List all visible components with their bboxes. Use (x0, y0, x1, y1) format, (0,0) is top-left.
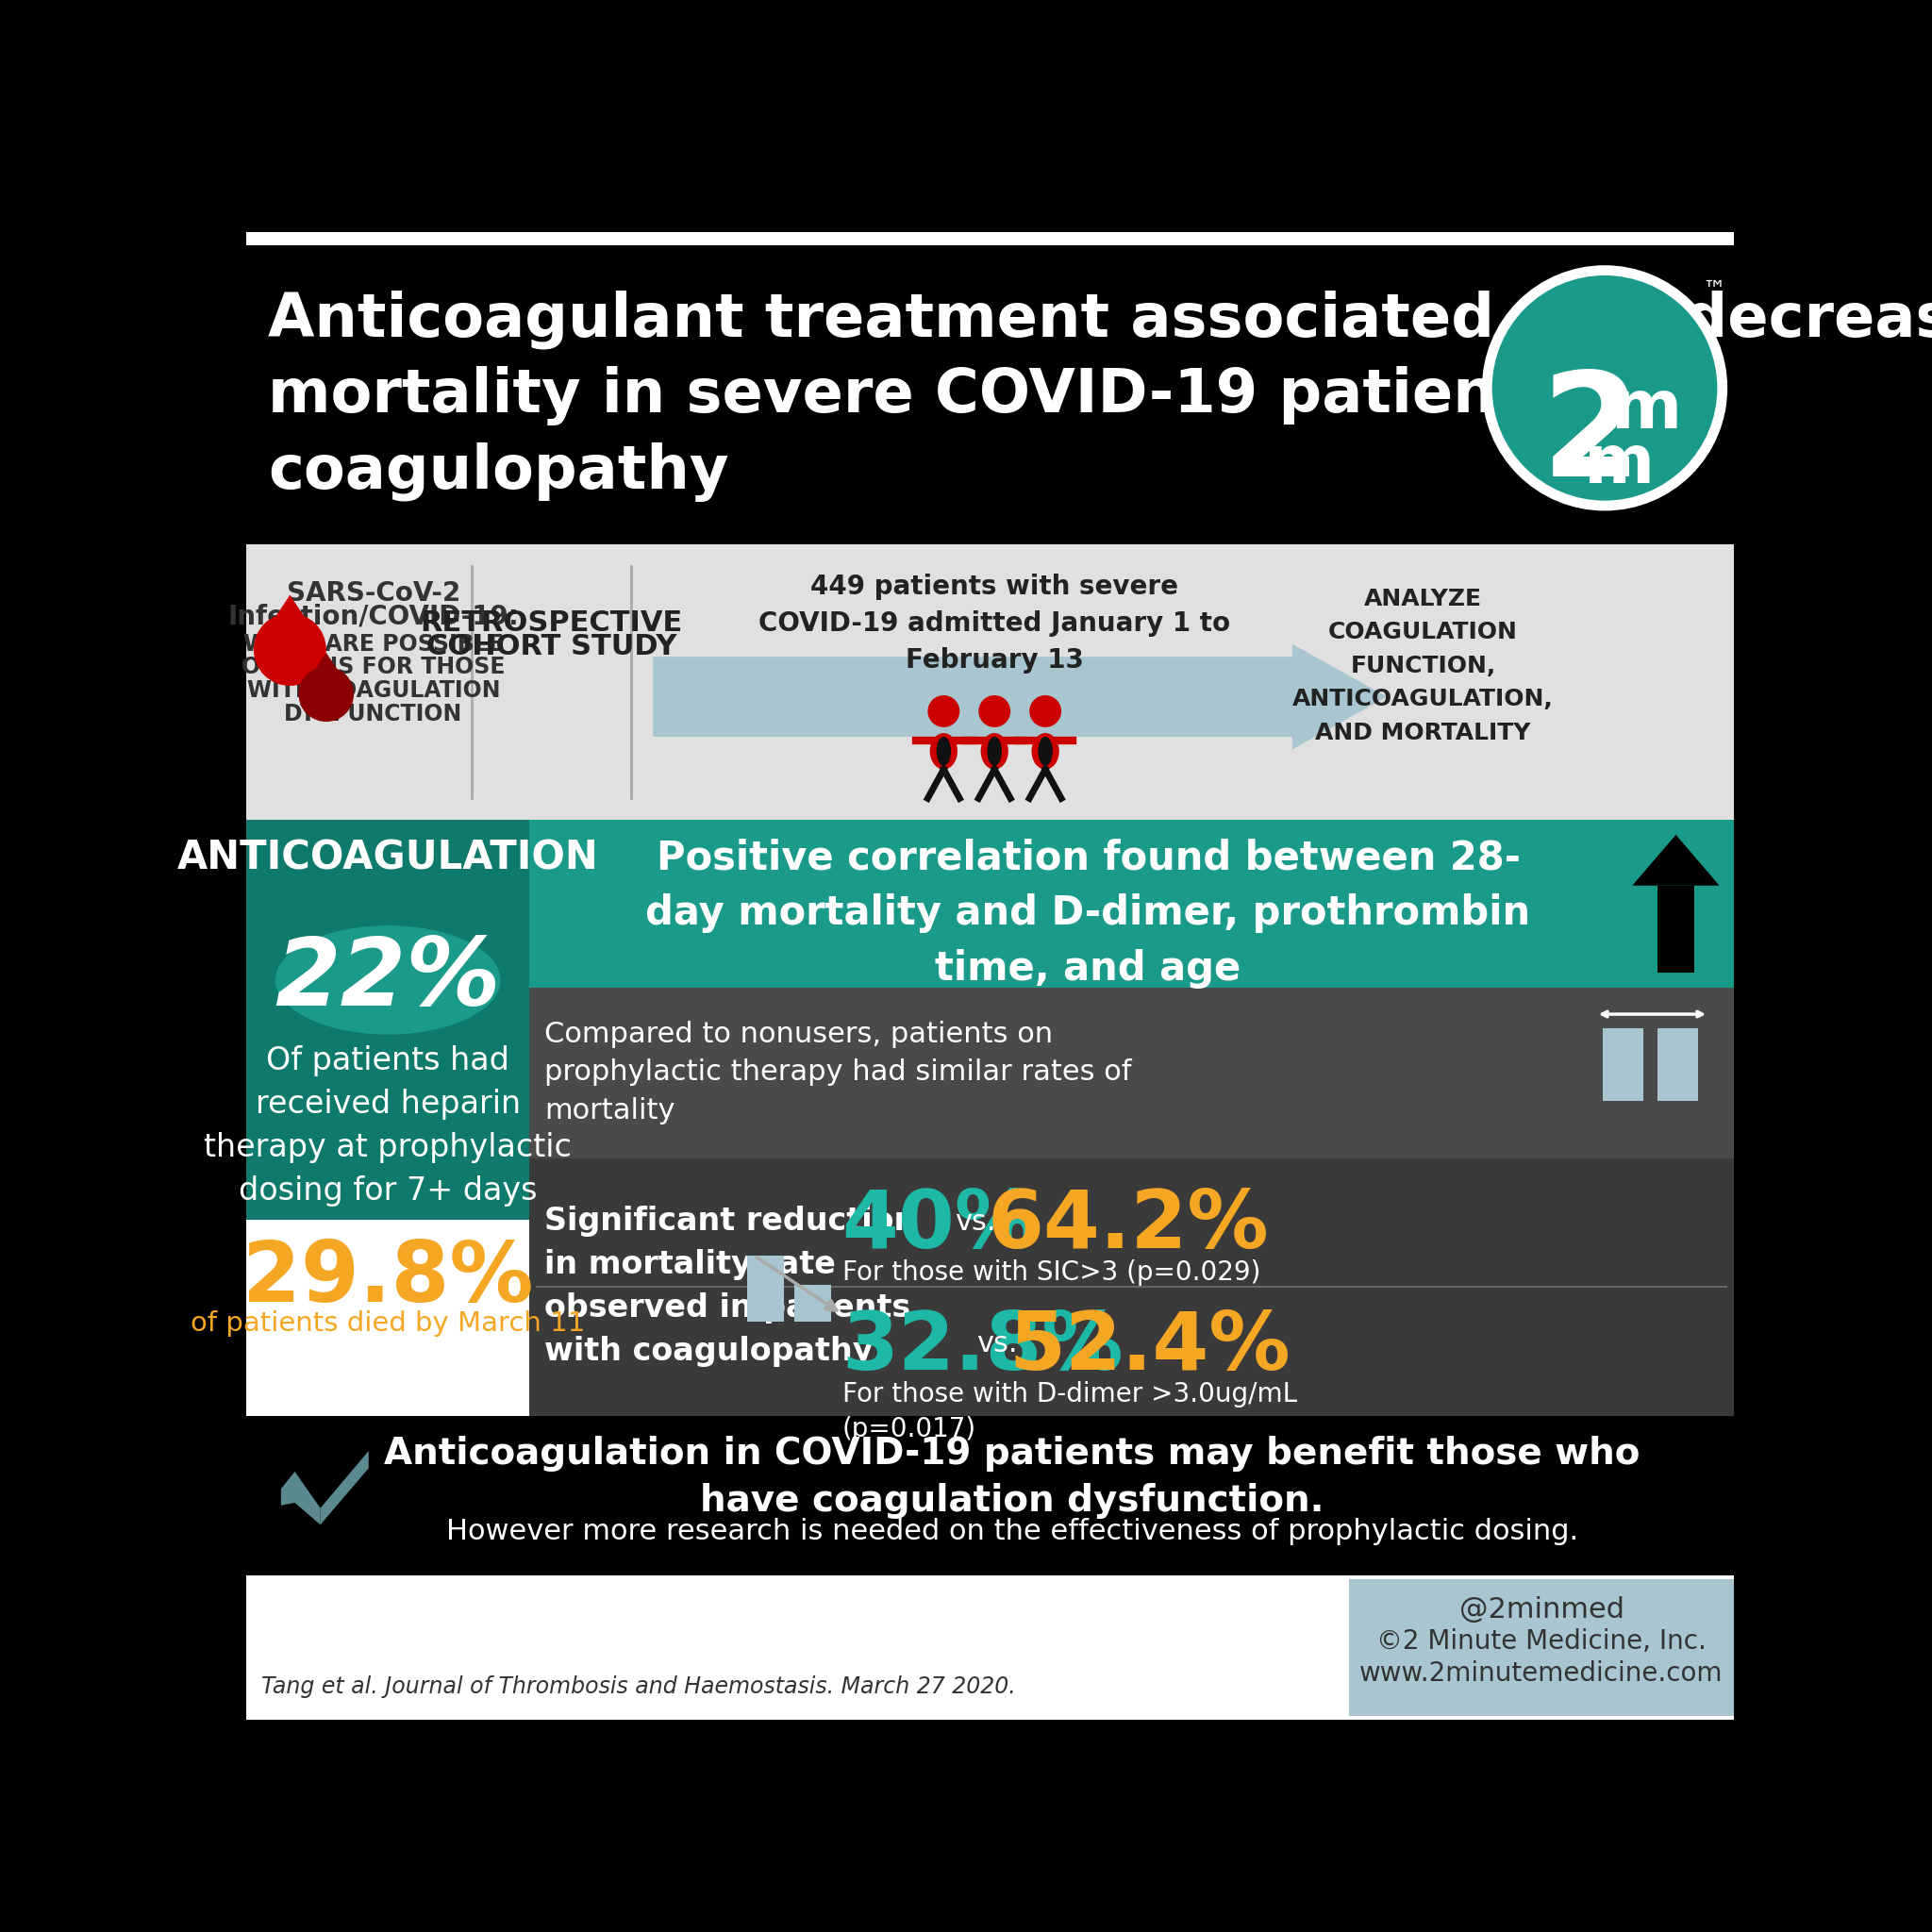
Text: m: m (1611, 377, 1683, 442)
Text: Anticoagulation in COVID-19 patients may benefit those who
have coagulation dysf: Anticoagulation in COVID-19 patients may… (384, 1435, 1640, 1519)
Circle shape (927, 696, 960, 726)
Circle shape (1482, 265, 1727, 510)
FancyBboxPatch shape (247, 1416, 1735, 1577)
FancyBboxPatch shape (1604, 1028, 1644, 1101)
Text: WITH COAGULATION: WITH COAGULATION (247, 680, 500, 701)
Text: However more research is needed on the effectiveness of prophylactic dosing.: However more research is needed on the e… (446, 1517, 1578, 1546)
FancyBboxPatch shape (529, 1157, 1735, 1416)
Text: DYSFUNCTION: DYSFUNCTION (284, 703, 462, 724)
Text: SARS-CoV-2: SARS-CoV-2 (286, 580, 460, 607)
Text: RETROSPECTIVE: RETROSPECTIVE (419, 611, 682, 638)
Polygon shape (280, 1472, 321, 1524)
Text: 40%: 40% (842, 1186, 1036, 1265)
Text: Compared to nonusers, patients on
prophylactic therapy had similar rates of
mort: Compared to nonusers, patients on prophy… (545, 1020, 1132, 1124)
Text: Tang et al. Journal of Thrombosis and Haemostasis. March 27 2020.: Tang et al. Journal of Thrombosis and Ha… (261, 1675, 1016, 1698)
Text: vs.: vs. (976, 1329, 1018, 1358)
Text: 64.2%: 64.2% (987, 1186, 1269, 1265)
Text: coagulopathy: coagulopathy (269, 442, 728, 502)
Text: COHORT STUDY: COHORT STUDY (427, 634, 676, 661)
Text: mortality in severe COVID-19 patients with: mortality in severe COVID-19 patients wi… (269, 367, 1729, 425)
Text: Infection/COVID-19:: Infection/COVID-19: (228, 603, 520, 630)
Polygon shape (1633, 835, 1719, 885)
FancyBboxPatch shape (529, 821, 1735, 987)
FancyBboxPatch shape (1658, 1028, 1698, 1101)
FancyBboxPatch shape (247, 1577, 1735, 1719)
Ellipse shape (1032, 732, 1059, 769)
Circle shape (1030, 696, 1061, 726)
Circle shape (978, 696, 1010, 726)
FancyBboxPatch shape (247, 232, 1735, 245)
Polygon shape (299, 653, 354, 694)
Ellipse shape (929, 732, 958, 769)
Text: 29.8%: 29.8% (242, 1238, 533, 1320)
FancyBboxPatch shape (794, 1285, 831, 1321)
Text: m: m (1584, 431, 1654, 497)
FancyBboxPatch shape (529, 987, 1735, 1157)
Text: ANALYZE
COAGULATION
FUNCTION,
ANTICOAGULATION,
AND MORTALITY: ANALYZE COAGULATION FUNCTION, ANTICOAGUL… (1293, 587, 1553, 744)
Text: 2: 2 (1542, 367, 1642, 506)
FancyBboxPatch shape (247, 232, 1735, 545)
Ellipse shape (937, 736, 951, 765)
FancyBboxPatch shape (1658, 885, 1694, 972)
Text: ©2 Minute Medicine, Inc.: ©2 Minute Medicine, Inc. (1376, 1629, 1706, 1654)
Text: ANTICOAGULATION: ANTICOAGULATION (178, 838, 599, 877)
Polygon shape (321, 1451, 369, 1524)
Circle shape (253, 612, 327, 686)
Text: For those with SIC>3 (p=0.029): For those with SIC>3 (p=0.029) (842, 1260, 1260, 1287)
Text: 32.8%: 32.8% (842, 1308, 1124, 1387)
Text: 52.4%: 52.4% (1009, 1308, 1291, 1387)
Text: Of patients had
received heparin
therapy at prophylactic
dosing for 7+ days: Of patients had received heparin therapy… (205, 1045, 572, 1208)
FancyArrow shape (653, 643, 1387, 750)
Text: 22%: 22% (274, 935, 500, 1026)
Ellipse shape (1037, 736, 1053, 765)
Text: 449 patients with severe
COVID-19 admitted January 1 to
February 13: 449 patients with severe COVID-19 admitt… (759, 574, 1231, 672)
Text: Significant reduction
in mortality rate
observed in patients
with coagulopathy: Significant reduction in mortality rate … (545, 1206, 916, 1368)
Ellipse shape (981, 732, 1009, 769)
Circle shape (299, 667, 354, 723)
Ellipse shape (987, 736, 1003, 765)
Text: ™: ™ (1702, 278, 1725, 301)
FancyBboxPatch shape (1349, 1578, 1735, 1716)
Text: @2minmed: @2minmed (1459, 1596, 1625, 1623)
Text: OPTIONS FOR THOSE: OPTIONS FOR THOSE (242, 657, 506, 678)
Text: For those with D-dimer >3.0ug/mL
(p=0.017): For those with D-dimer >3.0ug/mL (p=0.01… (842, 1381, 1296, 1441)
FancyBboxPatch shape (748, 1256, 784, 1321)
Text: Positive correlation found between 28-
day mortality and D-dimer, prothrombin
ti: Positive correlation found between 28- d… (645, 838, 1530, 989)
FancyBboxPatch shape (247, 545, 1735, 821)
Text: Anticoagulant treatment associated with decreased: Anticoagulant treatment associated with … (269, 290, 1932, 350)
FancyBboxPatch shape (247, 821, 529, 1416)
Polygon shape (253, 595, 327, 649)
Text: of patients died by March 11: of patients died by March 11 (191, 1310, 585, 1337)
Ellipse shape (276, 925, 500, 1034)
Circle shape (1492, 276, 1718, 500)
FancyBboxPatch shape (247, 1219, 529, 1416)
Text: vs.: vs. (954, 1209, 995, 1236)
Text: www.2minutemedicine.com: www.2minutemedicine.com (1360, 1660, 1723, 1687)
Text: WHAT ARE POSSIBLE: WHAT ARE POSSIBLE (243, 634, 504, 655)
